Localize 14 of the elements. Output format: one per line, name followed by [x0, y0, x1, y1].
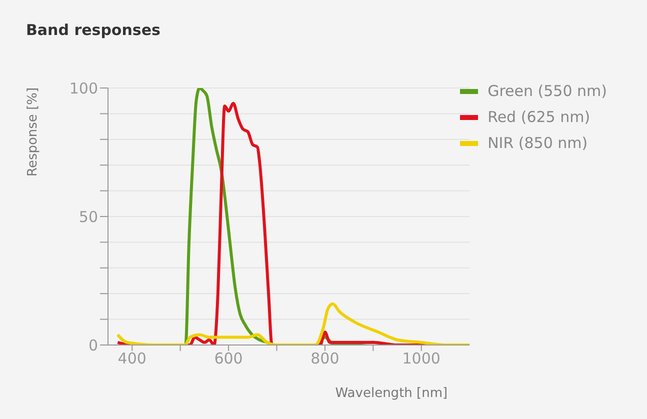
chart-title: Band responses — [26, 21, 160, 39]
x-tick-label: 400 — [118, 350, 146, 368]
legend-label: NIR (850 nm) — [488, 134, 588, 152]
legend-label: Green (550 nm) — [488, 82, 607, 100]
legend-label: Red (625 nm) — [488, 108, 590, 126]
y-tick-label: 50 — [78, 208, 98, 226]
line-series — [116, 302, 470, 345]
y-tick-label: 0 — [88, 336, 98, 354]
y-tick-label: 100 — [69, 79, 98, 98]
x-tick-label: 800 — [310, 350, 340, 368]
y-axis-title: Response [%] — [26, 87, 41, 176]
x-axis-title: Wavelength [nm] — [335, 386, 448, 401]
x-tick-label: 600 — [214, 350, 243, 368]
x-tick-label: 1000 — [402, 350, 440, 368]
